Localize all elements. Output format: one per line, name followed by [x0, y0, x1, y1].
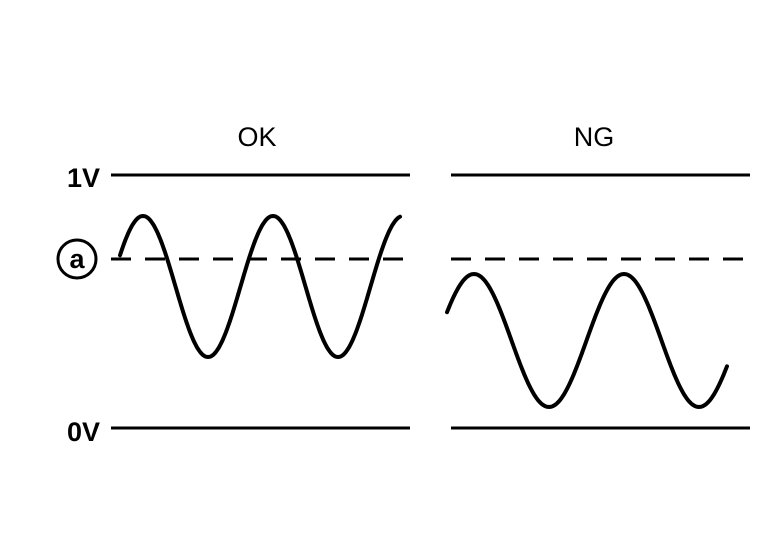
marker-letter: a [69, 244, 85, 274]
marker-circle [56, 238, 98, 280]
panel-title-ng: NG [574, 122, 615, 152]
label-1v: 1V [67, 163, 100, 193]
label-0v: 0V [67, 417, 100, 447]
panel-title-ok: OK [237, 122, 276, 152]
threshold-marker: a [56, 238, 98, 280]
ok-waveform [118, 213, 402, 360]
ng-waveform [445, 271, 729, 410]
